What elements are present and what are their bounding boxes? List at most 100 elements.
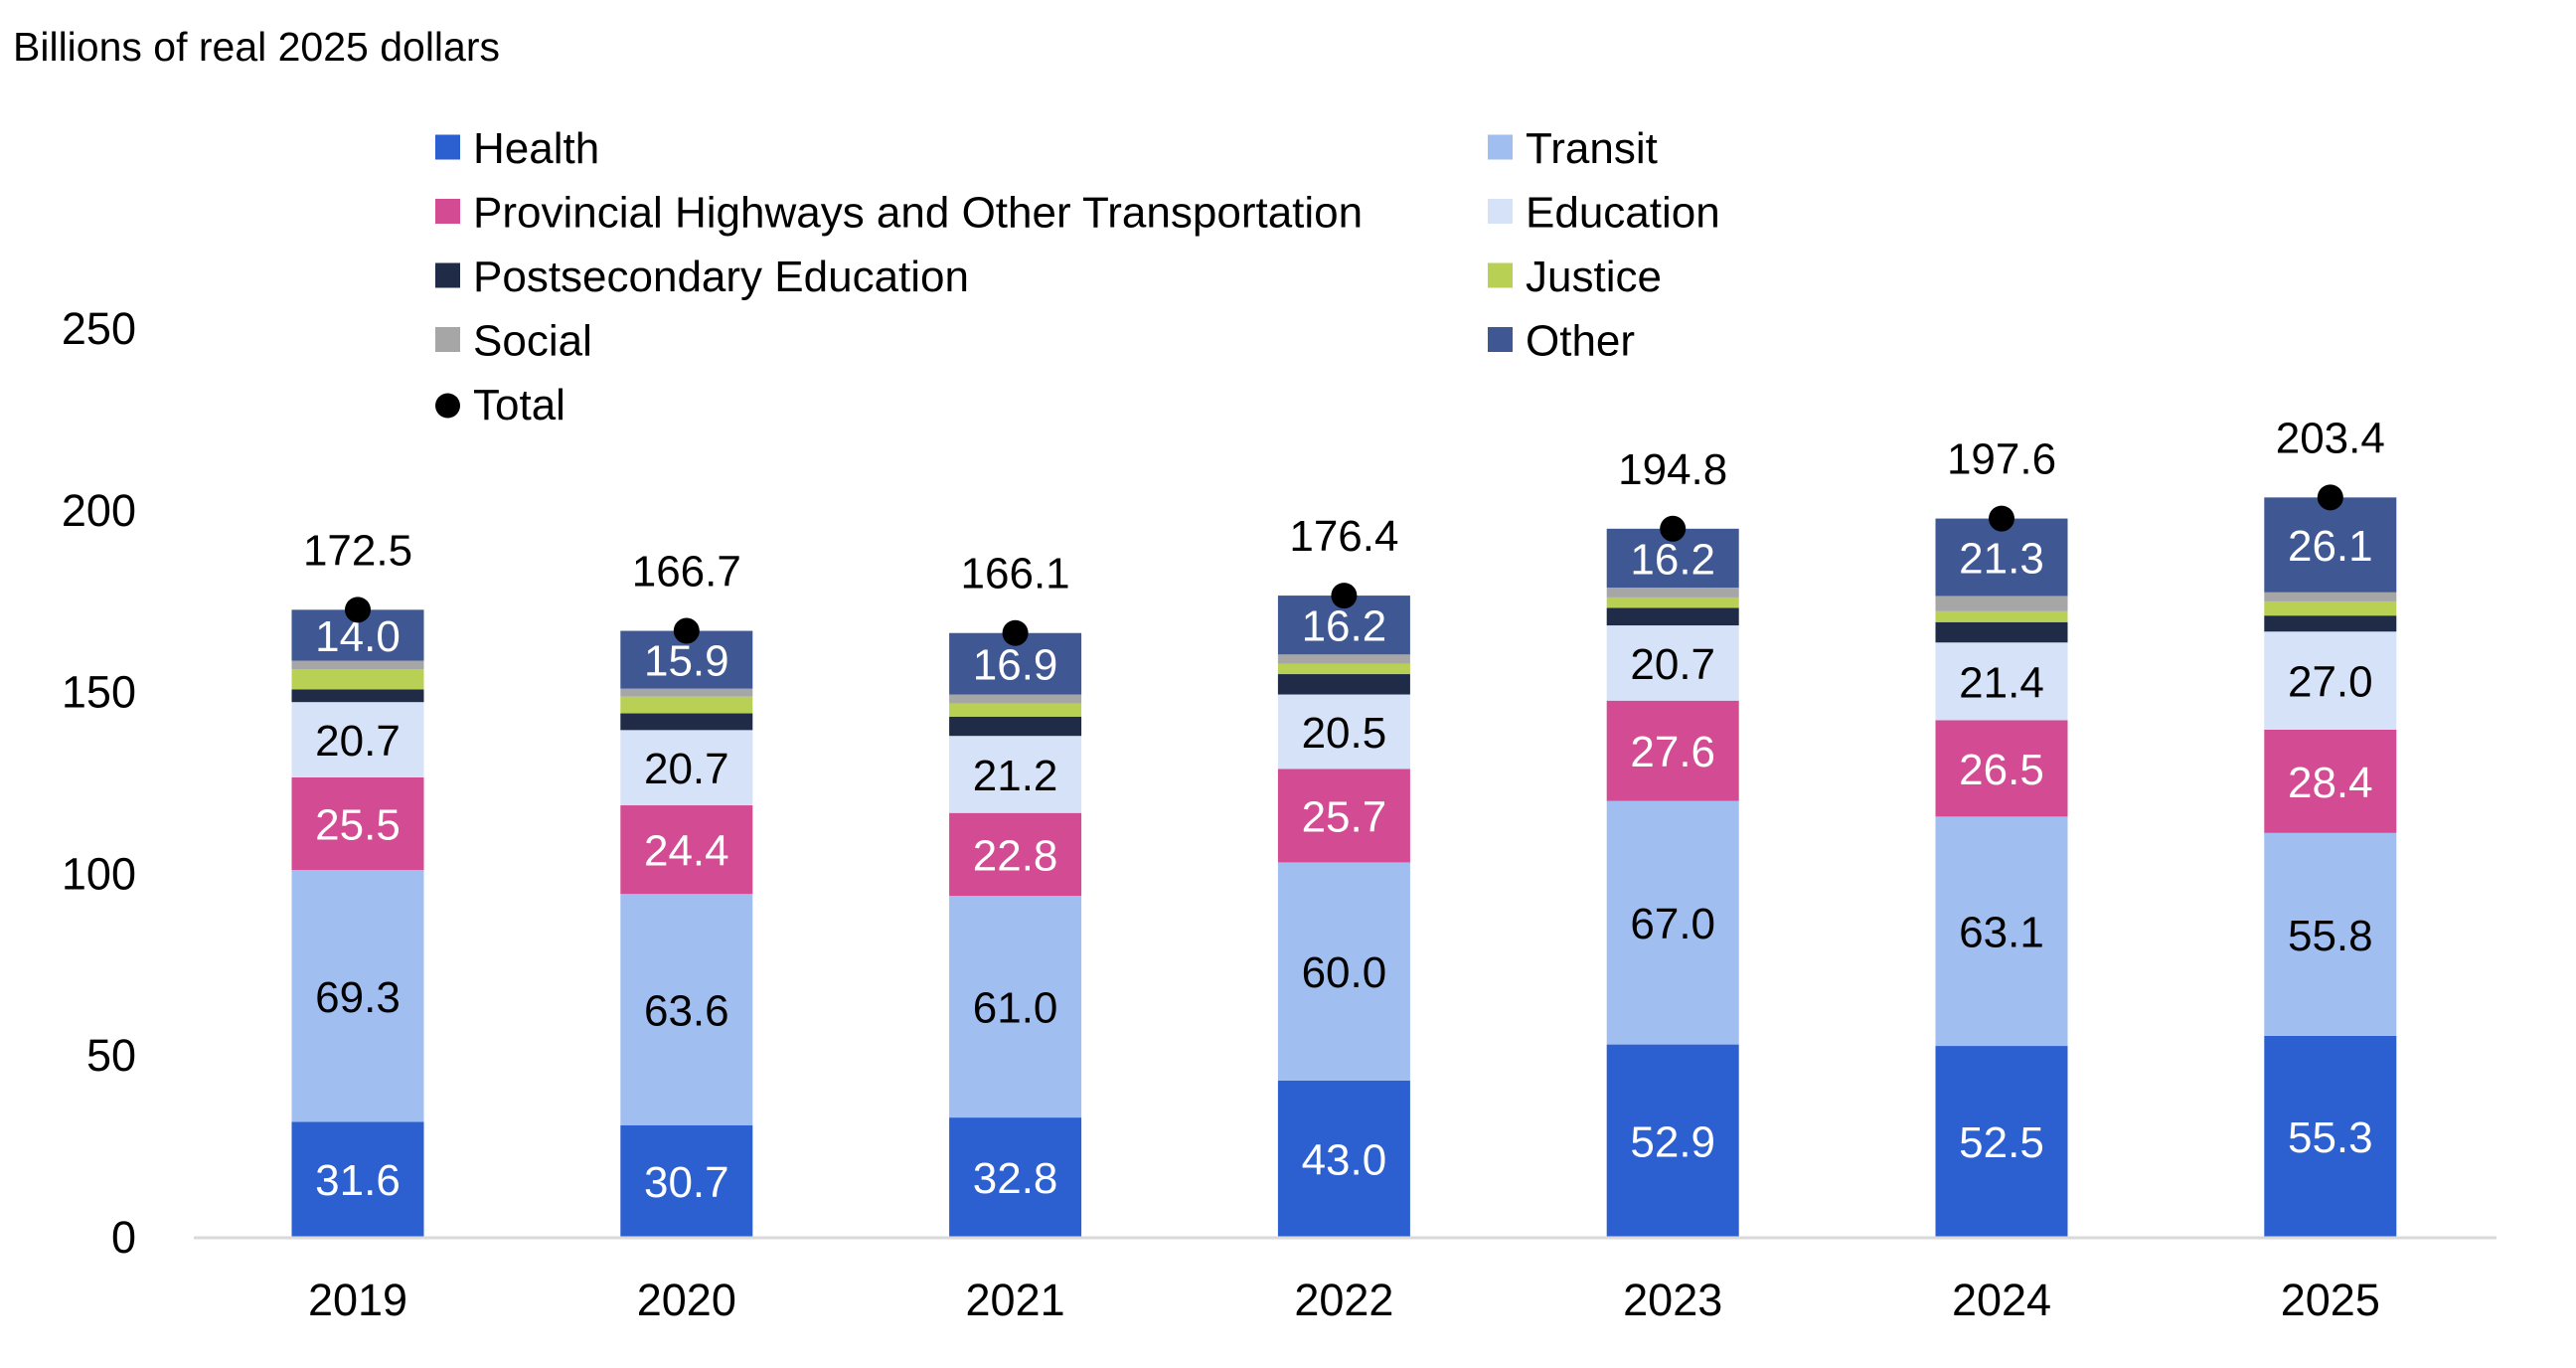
bar-segment-transit xyxy=(949,896,1082,1118)
bar-segment-justice xyxy=(291,669,424,690)
data-label-health: 32.8 xyxy=(973,1154,1058,1203)
total-label: 172.5 xyxy=(303,526,412,575)
bar-segment-health xyxy=(949,1117,1082,1237)
data-label-transit: 61.0 xyxy=(973,984,1058,1033)
legend-swatch-transit xyxy=(1488,134,1513,160)
bar-stack-2019: 31.669.325.520.714.0 xyxy=(291,609,424,1237)
data-label-transit: 63.1 xyxy=(1959,909,2044,957)
data-label-provincial-highways-and-other-transportation: 27.6 xyxy=(1630,728,1715,776)
data-label-education: 27.0 xyxy=(2288,658,2373,707)
total-marker xyxy=(1660,515,1687,542)
data-label-provincial-highways-and-other-transportation: 25.7 xyxy=(1302,792,1387,841)
bar-stack-2025: 55.3 55.8 28.4 27.0 26.1 xyxy=(2264,497,2397,1237)
legend-swatch-justice xyxy=(1488,262,1513,288)
legend-item-justice: Justice xyxy=(1488,253,1662,301)
bar-segment-provincial-highways-and-other-transportation xyxy=(2264,729,2397,833)
bar-stack-2023: 52.9 67.0 27.6 20.7 16.2 xyxy=(1606,528,1739,1237)
bar-segment-health xyxy=(1277,1080,1410,1237)
bar-segment-social xyxy=(949,694,1082,704)
bar-segment-provincial-highways-and-other-transportation xyxy=(1935,720,2068,817)
legend-marker-total xyxy=(435,393,460,419)
bar-segment-postsecondary-education xyxy=(2264,615,2397,632)
legend-label: Other xyxy=(1526,317,1635,366)
total-label: 166.7 xyxy=(632,548,741,597)
bar-stack-2022: 43.0 60.0 25.7 20.5 16.2 xyxy=(1277,596,1410,1237)
bar-segment-health xyxy=(1935,1046,2068,1237)
bar-stack-2024: 52.5 63.1 26.5 21.4 21.3 xyxy=(1935,518,2068,1237)
x-tick-label: 2025 xyxy=(2281,1275,2380,1325)
legend-label: Education xyxy=(1526,189,1720,238)
data-label-education: 21.4 xyxy=(1959,658,2044,707)
data-label-other: 16.9 xyxy=(973,641,1058,690)
bar-segment-social xyxy=(1935,596,2068,611)
bar-segment-education xyxy=(1606,625,1739,701)
legend-label: Social xyxy=(473,317,592,366)
bar-segment-postsecondary-education xyxy=(1935,621,2068,643)
bar-segment-social xyxy=(620,688,753,697)
legend-swatch-postsecondary-education xyxy=(435,262,460,288)
legend-swatch-social xyxy=(435,327,460,352)
data-label-other: 16.2 xyxy=(1302,602,1387,651)
legend-swatch-education xyxy=(1488,199,1513,224)
legend-item-education: Education xyxy=(1488,189,1720,238)
y-axis-ticks: 0 50 100 150 200 250 xyxy=(62,303,136,1263)
bar-stack-2021: 32.8 61.0 22.8 21.2 16.9 xyxy=(949,632,1082,1237)
data-label-health: 31.6 xyxy=(315,1156,401,1205)
data-label-education: 20.7 xyxy=(644,745,729,793)
bar-segment-transit xyxy=(620,894,753,1125)
bar-segment-transit xyxy=(1277,862,1410,1081)
bar-segment-provincial-highways-and-other-transportation xyxy=(291,776,424,871)
y-axis-title: Billions of real 2025 dollars xyxy=(13,24,500,70)
x-tick-label: 2024 xyxy=(1952,1275,2051,1325)
legend-swatch-provincial-highways-and-other-transportation xyxy=(435,199,460,224)
legend-item-total: Total xyxy=(435,381,565,429)
bar-segment-health xyxy=(620,1124,753,1237)
total-marker xyxy=(2317,484,2343,511)
x-tick-label: 2022 xyxy=(1294,1275,1393,1325)
x-tick-label: 2023 xyxy=(1623,1275,1722,1325)
legend-item-health: Health xyxy=(435,124,599,173)
bar-segment-education xyxy=(1277,694,1410,770)
bar-segment-postsecondary-education xyxy=(1277,674,1410,695)
legend-label: Provincial Highways and Other Transporta… xyxy=(473,189,1363,238)
x-tick-label: 2020 xyxy=(637,1275,736,1325)
y-tick-label: 200 xyxy=(62,485,136,536)
data-label-other: 15.9 xyxy=(644,637,729,686)
legend-item-other: Other xyxy=(1488,317,1635,366)
bar-segment-other xyxy=(2264,497,2397,593)
data-label-health: 30.7 xyxy=(644,1158,729,1207)
bar-segment-social xyxy=(1277,654,1410,664)
data-label-transit: 63.6 xyxy=(644,987,729,1036)
bar-segment-health xyxy=(2264,1035,2397,1237)
bar-segment-social xyxy=(2264,592,2397,601)
bar-stack-2020: 30.7 63.6 24.4 20.7 15.9 xyxy=(620,630,753,1237)
bar-segment-education xyxy=(291,702,424,777)
x-tick-label: 2019 xyxy=(308,1275,407,1325)
bar-segment-provincial-highways-and-other-transportation xyxy=(949,812,1082,897)
data-label-provincial-highways-and-other-transportation: 22.8 xyxy=(973,831,1058,880)
total-markers: 172.5 166.7 166.1 176.4 194.8 197.6 203.4 xyxy=(303,414,2385,646)
legend-swatch-other xyxy=(1488,327,1513,352)
legend-swatch-health xyxy=(435,134,460,160)
total-marker xyxy=(1331,583,1358,609)
bar-segment-provincial-highways-and-other-transportation xyxy=(620,805,753,895)
bar-segment-transit xyxy=(2264,832,2397,1036)
x-tick-label: 2021 xyxy=(966,1275,1065,1325)
data-label-other: 26.1 xyxy=(2288,522,2373,571)
total-marker xyxy=(1002,619,1029,646)
bar-segment-justice xyxy=(1277,663,1410,675)
data-label-education: 20.7 xyxy=(1630,640,1715,689)
bar-segment-provincial-highways-and-other-transportation xyxy=(1277,769,1410,863)
legend-item-transit: Transit xyxy=(1488,124,1658,173)
total-marker xyxy=(673,617,700,644)
bar-segment-postsecondary-education xyxy=(291,689,424,703)
data-label-other: 21.3 xyxy=(1959,535,2044,584)
bars: 31.669.325.520.714.0 30.7 63.6 24.4 20.7 15.9… xyxy=(291,497,2397,1237)
total-marker xyxy=(1989,505,2014,532)
total-label: 194.8 xyxy=(1618,445,1727,494)
bar-segment-provincial-highways-and-other-transportation xyxy=(1606,700,1739,801)
total-marker xyxy=(345,597,371,623)
x-axis-ticks: 2019 2020 2021 2022 2023 2024 2025 xyxy=(308,1275,2380,1325)
data-label-provincial-highways-and-other-transportation: 24.4 xyxy=(644,827,729,876)
